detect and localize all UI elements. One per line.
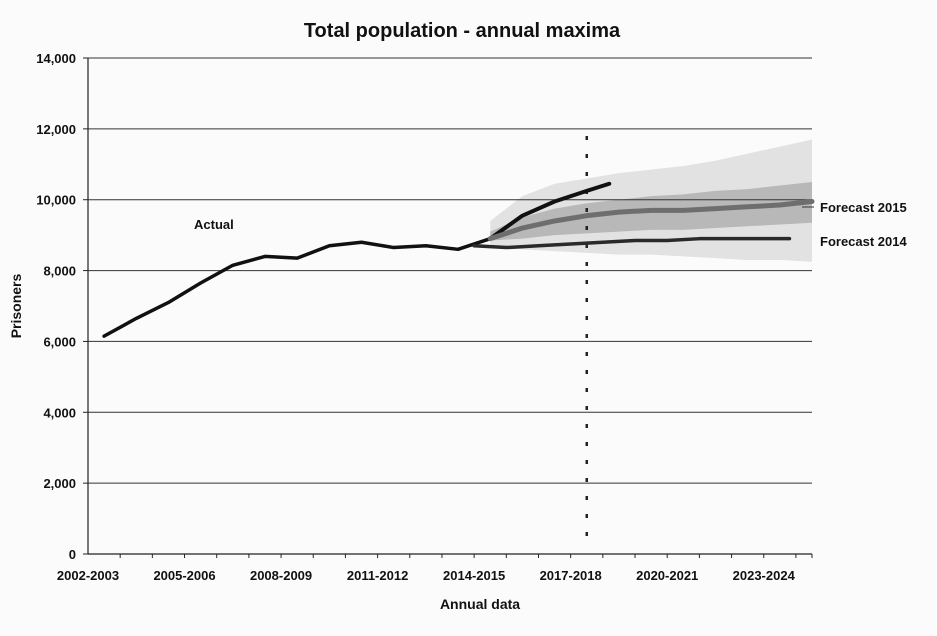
label-forecast-2015: Forecast 2015 bbox=[820, 200, 907, 215]
x-tick-label: 2005-2006 bbox=[153, 568, 215, 583]
x-tick-label: 2008-2009 bbox=[250, 568, 312, 583]
x-tick-labels: 2002-2003 2005-2006 2008-2009 2011-2012 2014… bbox=[57, 554, 813, 583]
series-forecast-2015 bbox=[487, 198, 815, 242]
forecast-bands bbox=[490, 139, 812, 262]
x-axis-label: Annual data bbox=[440, 596, 520, 612]
x-tick-label: 2020-2021 bbox=[636, 568, 698, 583]
label-actual: Actual bbox=[194, 217, 234, 232]
y-tick-labels: 0 2,000 4,000 6,000 8,000 10,000 12,000 14,000 bbox=[36, 51, 88, 562]
x-tick-label: 2002-2003 bbox=[57, 568, 119, 583]
series-lines bbox=[102, 181, 815, 338]
y-tick-label: 4,000 bbox=[43, 405, 76, 420]
series-actual-extension bbox=[488, 181, 612, 241]
y-tick-label: 12,000 bbox=[36, 122, 76, 137]
y-tick-label: 8,000 bbox=[43, 264, 76, 279]
series-actual bbox=[102, 236, 492, 338]
gridlines bbox=[88, 57, 812, 484]
y-tick-label: 6,000 bbox=[43, 334, 76, 349]
label-forecast-2014: Forecast 2014 bbox=[820, 234, 907, 249]
chart-title: Total population - annual maxima bbox=[304, 20, 621, 42]
y-tick-label: 2,000 bbox=[43, 476, 76, 491]
x-tick-label: 2017-2018 bbox=[540, 568, 602, 583]
x-tick-label: 2011-2012 bbox=[347, 568, 408, 583]
y-tick-label: 14,000 bbox=[36, 51, 76, 66]
x-tick-label: 2023-2024 bbox=[733, 568, 796, 583]
y-tick-label: 0 bbox=[69, 547, 76, 562]
series-forecast-2014 bbox=[472, 236, 792, 250]
x-tick-label: 2014-2015 bbox=[443, 568, 505, 583]
y-tick-label: 10,000 bbox=[36, 193, 76, 208]
y-axis-label: Prisoners bbox=[8, 273, 24, 338]
